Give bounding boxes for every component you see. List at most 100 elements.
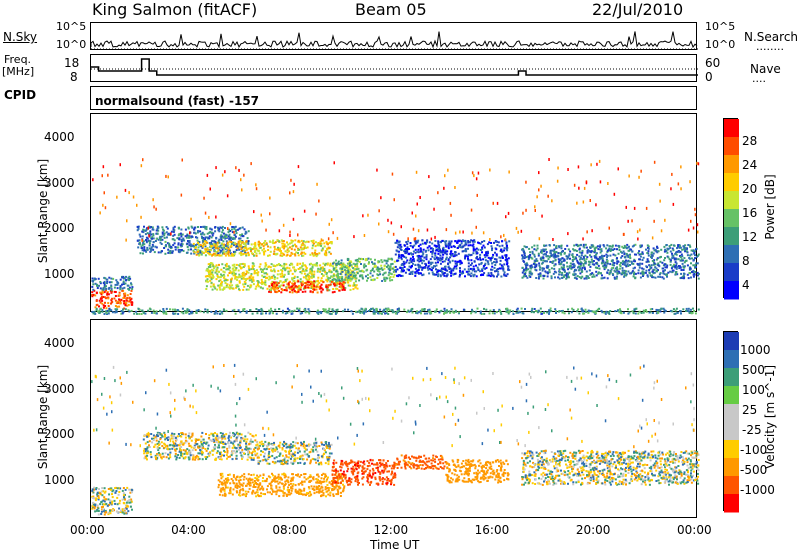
heatmap-cell [227, 251, 230, 254]
heatmap-cell [208, 231, 211, 234]
heatmap-cell [102, 203, 104, 207]
heatmap-cell [289, 288, 292, 291]
heatmap-cell [233, 263, 236, 266]
heatmap-cell [190, 217, 192, 221]
heatmap-cell [417, 248, 420, 251]
heatmap-cell [233, 440, 236, 443]
heatmap-cell [551, 254, 554, 257]
heatmap-cell [316, 244, 319, 247]
heatmap-cell [632, 262, 635, 265]
heatmap-cell [617, 270, 620, 273]
heatmap-cell [306, 246, 309, 249]
heatmap-cell [645, 265, 648, 268]
heatmap-cell [107, 312, 110, 315]
heatmap-cell [213, 267, 215, 270]
heatmap-cell [206, 278, 209, 281]
heatmap-cell [202, 311, 205, 314]
heatmap-cell [577, 308, 580, 311]
heatmap-cell [470, 259, 473, 262]
heatmap-cell [215, 215, 217, 219]
heatmap-cell [567, 275, 570, 278]
heatmap-cell [243, 263, 246, 266]
heatmap-cell [377, 312, 379, 315]
heatmap-cell [260, 312, 263, 315]
heatmap-cell [537, 277, 540, 280]
heatmap-cell [289, 280, 291, 283]
heatmap-cell [568, 312, 570, 315]
heatmap-cell [216, 247, 219, 250]
heatmap-cell [525, 262, 528, 265]
heatmap-cell [506, 307, 509, 310]
heatmap-cell [451, 310, 454, 313]
heatmap-cell [349, 268, 352, 271]
heatmap-cell [217, 446, 220, 449]
heatmap-cell [437, 240, 440, 243]
heatmap-cell [178, 227, 180, 230]
heatmap-cell [529, 270, 532, 273]
heatmap-cell [648, 264, 651, 267]
heatmap-cell [320, 273, 323, 275]
heatmap-cell [671, 270, 674, 273]
heatmap-cell [274, 308, 277, 311]
heatmap-cell [259, 246, 262, 249]
heatmap-cell [398, 247, 401, 250]
heatmap-cell [195, 253, 198, 256]
heatmap-cell [118, 298, 120, 301]
heatmap-cell [404, 271, 407, 274]
heatmap-cell [425, 249, 427, 252]
heatmap-cell [319, 267, 322, 270]
heatmap-cell [151, 236, 154, 239]
heatmap-cell [565, 274, 568, 277]
heatmap-cell [484, 262, 487, 265]
heatmap-cell [351, 312, 354, 315]
heatmap-cell [310, 268, 313, 271]
heatmap-cell [217, 276, 220, 279]
heatmap-cell [119, 300, 122, 303]
heatmap-cell [611, 272, 614, 275]
heatmap-cell [630, 260, 633, 263]
heatmap-cell [415, 270, 418, 273]
heatmap-cell [161, 250, 163, 253]
heatmap-cell [450, 240, 453, 243]
heatmap-cell [239, 265, 242, 268]
heatmap-cell [362, 264, 365, 267]
heatmap-cell [364, 307, 367, 310]
heatmap-cell [491, 257, 494, 260]
heatmap-cell [286, 278, 289, 281]
heatmap-cell [236, 285, 239, 288]
heatmap-cell [105, 311, 108, 314]
heatmap-cell [662, 267, 665, 270]
heatmap-cell [132, 195, 135, 199]
heatmap-cell [536, 244, 539, 247]
heatmap-cell [663, 245, 666, 248]
heatmap-cell [228, 272, 231, 274]
heatmap-cell [213, 240, 215, 243]
heatmap-cell [263, 267, 266, 270]
heatmap-cell [603, 268, 606, 271]
heatmap-cell [257, 240, 260, 243]
heatmap-cell [694, 265, 697, 268]
heatmap-cell [606, 254, 609, 257]
heatmap-cell [437, 261, 439, 264]
heatmap-cell [221, 281, 223, 284]
heatmap-cell [426, 246, 429, 249]
heatmap-cell [201, 438, 204, 441]
heatmap-cell [582, 237, 584, 241]
heatmap-cell [211, 271, 214, 274]
heatmap-cell [191, 226, 194, 229]
heatmap-cell [255, 254, 258, 257]
heatmap-cell [605, 258, 608, 261]
heatmap-cell [237, 285, 240, 288]
heatmap-cell [637, 269, 640, 272]
nsearch-label: N.Search [744, 30, 799, 44]
heatmap-cell [435, 273, 438, 276]
heatmap-cell [455, 267, 458, 270]
heatmap-cell [110, 284, 113, 287]
heatmap-cell [353, 282, 356, 285]
heatmap-cell [188, 236, 190, 239]
heatmap-cell [423, 256, 426, 259]
heatmap-cell [504, 258, 507, 261]
heatmap-cell [633, 258, 636, 261]
heatmap-cell [581, 275, 584, 278]
heatmap-cell [92, 178, 94, 182]
